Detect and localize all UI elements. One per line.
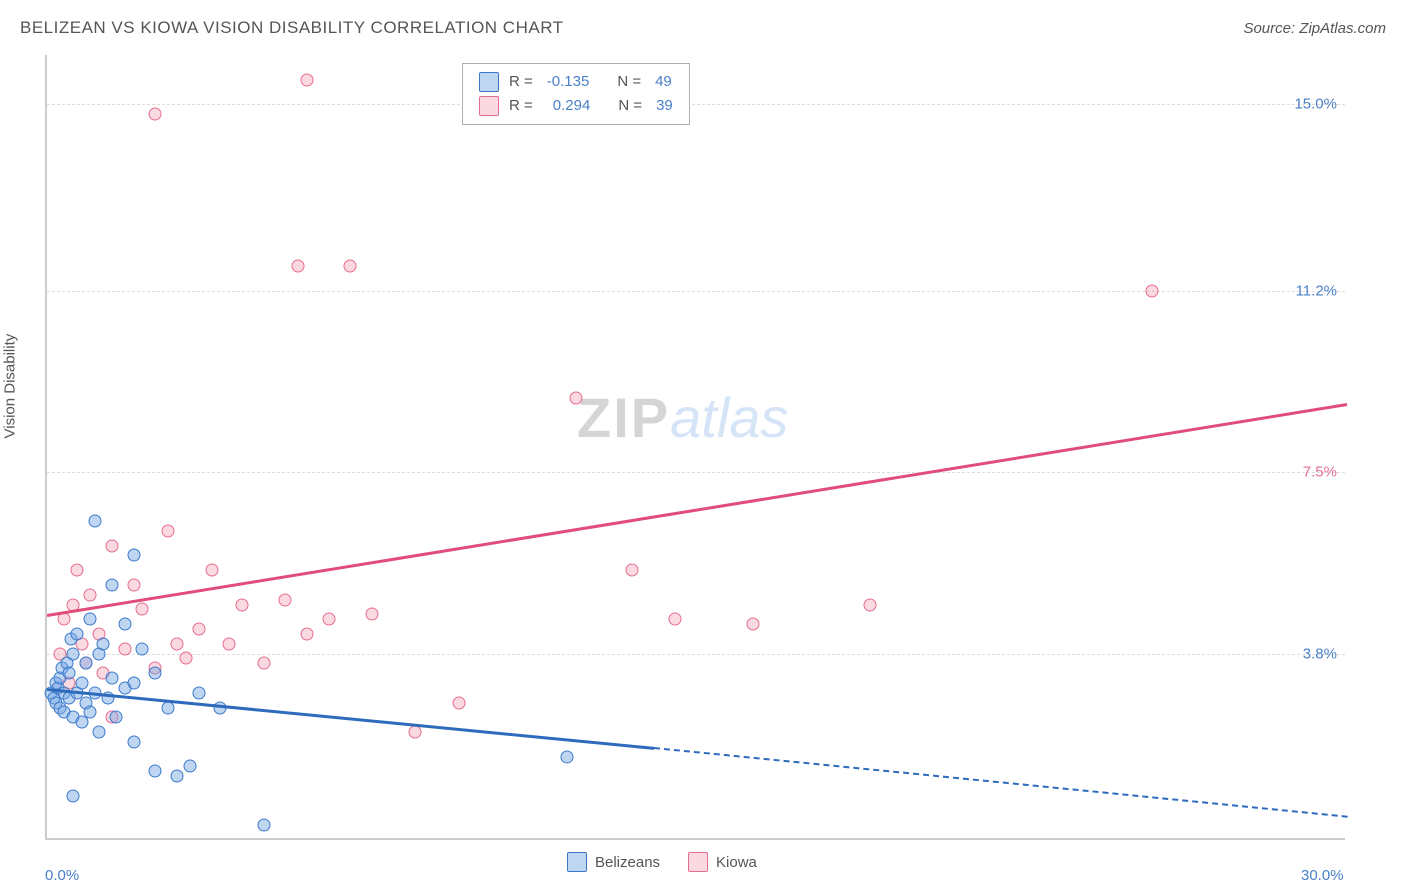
data-point [80, 657, 93, 670]
data-point [292, 259, 305, 272]
legend-label: Kiowa [716, 854, 757, 871]
data-point [84, 588, 97, 601]
legend-swatch-blue [567, 852, 587, 872]
grid-line [47, 472, 1345, 473]
data-point [279, 593, 292, 606]
legend-row-kiowa: R = 0.294 N = 39 [479, 94, 673, 118]
data-point [301, 73, 314, 86]
legend-item-kiowa: Kiowa [688, 852, 757, 872]
data-point [171, 770, 184, 783]
data-point [162, 524, 175, 537]
data-point [75, 677, 88, 690]
data-point [71, 564, 84, 577]
chart-plot-area: ZIPatlas R = -0.135 N = 49 R = 0.294 N =… [45, 55, 1345, 840]
data-point [192, 623, 205, 636]
data-point [127, 677, 140, 690]
legend-swatch-pink [479, 96, 499, 116]
data-point [93, 726, 106, 739]
data-point [127, 578, 140, 591]
legend-swatch-pink [688, 852, 708, 872]
data-point [110, 711, 123, 724]
data-point [747, 618, 760, 631]
data-point [127, 549, 140, 562]
data-point [136, 603, 149, 616]
y-tick-label: 11.2% [1296, 282, 1337, 299]
grid-line [47, 104, 1345, 105]
r-label: R = [509, 70, 533, 94]
data-point [344, 259, 357, 272]
series-legend: Belizeans Kiowa [567, 852, 757, 872]
data-point [184, 760, 197, 773]
n-label: N = [618, 94, 642, 118]
r-value: 0.294 [553, 94, 591, 118]
data-point [205, 564, 218, 577]
data-point [84, 706, 97, 719]
data-point [106, 672, 119, 685]
n-label: N = [617, 70, 641, 94]
data-point [864, 598, 877, 611]
data-point [106, 578, 119, 591]
legend-item-belizeans: Belizeans [567, 852, 660, 872]
data-point [669, 613, 682, 626]
y-tick-label: 15.0% [1294, 96, 1337, 113]
data-point [67, 647, 80, 660]
chart-title: BELIZEAN VS KIOWA VISION DISABILITY CORR… [20, 18, 564, 38]
data-point [106, 539, 119, 552]
x-tick-label: 0.0% [45, 867, 79, 884]
y-tick-label: 3.8% [1303, 645, 1337, 662]
data-point [452, 696, 465, 709]
data-point [149, 667, 162, 680]
data-point [149, 107, 162, 120]
data-point [236, 598, 249, 611]
legend-row-belizeans: R = -0.135 N = 49 [479, 70, 673, 94]
data-point [301, 627, 314, 640]
trend-line [47, 403, 1347, 616]
grid-line [47, 654, 1345, 655]
data-point [58, 613, 71, 626]
data-point [366, 608, 379, 621]
y-tick-label: 7.5% [1303, 464, 1337, 481]
r-value: -0.135 [547, 70, 590, 94]
data-point [119, 642, 132, 655]
correlation-legend: R = -0.135 N = 49 R = 0.294 N = 39 [462, 63, 690, 125]
data-point [561, 750, 574, 763]
data-point [67, 789, 80, 802]
data-point [223, 637, 236, 650]
data-point [409, 726, 422, 739]
watermark: ZIPatlas [577, 385, 788, 450]
data-point [162, 701, 175, 714]
data-point [1146, 284, 1159, 297]
data-point [62, 667, 75, 680]
data-point [127, 735, 140, 748]
data-point [257, 657, 270, 670]
data-point [97, 637, 110, 650]
data-point [322, 613, 335, 626]
r-label: R = [509, 94, 533, 118]
legend-swatch-blue [479, 72, 499, 92]
data-point [119, 618, 132, 631]
trend-line [654, 747, 1348, 818]
data-point [84, 613, 97, 626]
x-tick-label: 30.0% [1301, 867, 1344, 884]
data-point [569, 392, 582, 405]
data-point [171, 637, 184, 650]
chart-source: Source: ZipAtlas.com [1243, 20, 1386, 37]
watermark-zip: ZIP [577, 386, 670, 449]
legend-label: Belizeans [595, 854, 660, 871]
data-point [88, 515, 101, 528]
data-point [192, 686, 205, 699]
data-point [626, 564, 639, 577]
data-point [149, 765, 162, 778]
y-axis-label: Vision Disability [2, 334, 19, 439]
data-point [136, 642, 149, 655]
watermark-atlas: atlas [670, 386, 788, 449]
n-value: 39 [656, 94, 673, 118]
data-point [257, 819, 270, 832]
chart-header: BELIZEAN VS KIOWA VISION DISABILITY CORR… [20, 18, 1386, 38]
data-point [71, 627, 84, 640]
n-value: 49 [655, 70, 672, 94]
data-point [179, 652, 192, 665]
